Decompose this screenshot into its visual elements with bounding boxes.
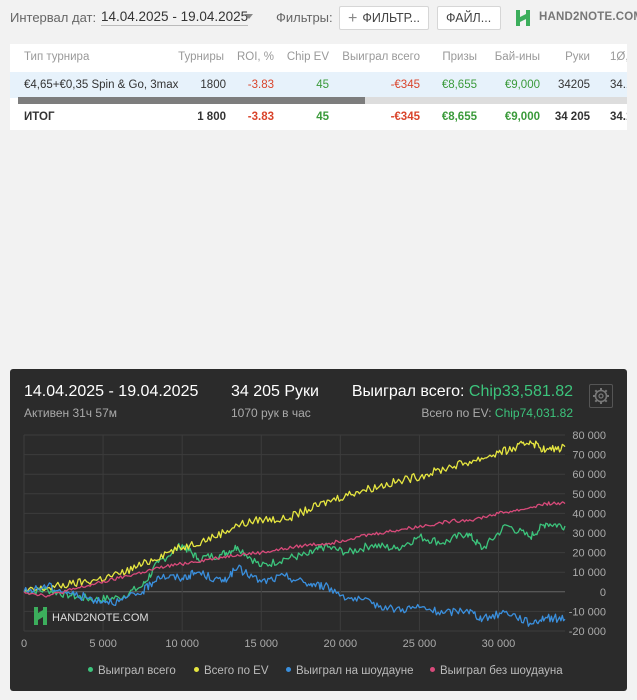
scrollbar-thumb[interactable] xyxy=(18,97,366,104)
ev-total-summary: Всего по EV: Chip74,031.82 xyxy=(421,406,573,420)
y-tick-label: 30 000 xyxy=(572,528,606,540)
hand2note-logo: HAND2NOTE.COM xyxy=(513,8,637,28)
table-cell: 1800 xyxy=(200,79,226,91)
series-line xyxy=(23,440,566,593)
file-button-label: ФАЙЛ... xyxy=(446,11,492,25)
column-header[interactable]: Бай-ины xyxy=(494,51,540,63)
y-tick-label: -20 000 xyxy=(569,626,606,638)
table-cell: €8,655 xyxy=(441,79,477,91)
total-cell: €9,000 xyxy=(504,111,540,123)
ev-total-label: Всего по EV: xyxy=(421,406,492,420)
hand2note-watermark: HAND2NOTE.COM xyxy=(34,607,149,625)
legend-dot xyxy=(88,667,93,672)
x-tick-label: 20 000 xyxy=(323,638,357,650)
column-header[interactable]: Тип турнира xyxy=(24,51,90,63)
horizontal-scrollbar[interactable] xyxy=(18,97,627,104)
y-tick-label: 0 xyxy=(600,587,606,599)
total-cell: 34 205 xyxy=(554,111,590,123)
legend-dot xyxy=(194,667,199,672)
table-header-row: Тип турнира Турниры ROI, % Chip EV Выигр… xyxy=(10,44,627,70)
column-header[interactable]: ROI, % xyxy=(236,51,274,63)
total-cell: €8,655 xyxy=(441,111,477,123)
column-header[interactable]: Призы xyxy=(442,51,477,63)
legend-label: Выиграл всего xyxy=(98,665,176,677)
total-cell: -3.83 xyxy=(247,111,274,123)
total-cell: -€345 xyxy=(390,111,420,123)
x-tick-label: 5 000 xyxy=(89,638,117,650)
table-cell: 34205 xyxy=(558,79,590,91)
y-tick-label: 10 000 xyxy=(572,567,606,579)
legend-label: Выиграл без шоудауна xyxy=(440,665,563,677)
y-tick-label: 20 000 xyxy=(572,548,606,560)
y-tick-label: 60 000 xyxy=(572,469,606,481)
x-tick-label: 25 000 xyxy=(403,638,437,650)
column-header[interactable]: Турниры xyxy=(178,51,224,63)
settings-button[interactable] xyxy=(589,384,613,408)
plus-icon: + xyxy=(348,10,358,27)
total-cell: 45 xyxy=(316,111,329,123)
won-total-summary: Выиграл всего: Chip33,581.82 xyxy=(352,383,573,401)
column-header[interactable]: Выиграл всего xyxy=(342,51,420,63)
watermark-text: HAND2NOTE.COM xyxy=(52,612,149,624)
legend-dot xyxy=(430,667,435,672)
column-header[interactable]: Chip EV xyxy=(286,51,329,63)
filter-button-label: ФИЛЬТР... xyxy=(362,11,421,25)
total-cell: 1 800 xyxy=(197,111,226,123)
gear-icon xyxy=(593,388,609,404)
series-line xyxy=(23,501,566,598)
won-total-label: Выиграл всего: xyxy=(351,383,465,400)
date-range-selector[interactable]: 14.04.2025 - 19.04.2025 xyxy=(101,9,249,26)
total-cell: 34.1 xyxy=(610,111,627,123)
logo-text: HAND2NOTE.COM xyxy=(539,11,637,23)
total-row: ИТОГ 1 800 -3.83 45 -€345 €8,655 €9,000 … xyxy=(10,104,627,130)
legend-dot xyxy=(286,667,291,672)
y-tick-label: 50 000 xyxy=(572,489,606,501)
panel-date-range: 14.04.2025 - 19.04.2025 xyxy=(24,383,199,400)
filter-button[interactable]: + ФИЛЬТР... xyxy=(339,6,429,30)
y-tick-label: 40 000 xyxy=(572,508,606,520)
y-tick-label: -10 000 xyxy=(569,606,606,618)
table-row[interactable]: €4,65+€0,35 Spin & Go, 3max 1800 -3.83 4… xyxy=(10,72,627,98)
series-line xyxy=(23,522,566,604)
table-cell: €4,65+€0,35 Spin & Go, 3max xyxy=(24,79,179,91)
hands-count: 34 205 Руки xyxy=(231,383,319,400)
legend-item[interactable]: Выиграл всего xyxy=(88,665,176,677)
legend-item[interactable]: Выиграл без шоудауна xyxy=(430,665,563,677)
column-header[interactable]: Руки xyxy=(565,51,590,63)
legend-item[interactable]: Всего по EV xyxy=(194,665,269,677)
filters-label: Фильтры: xyxy=(276,10,333,25)
graph-panel: 80 000 70 000 60 000 50 000 40 000 30 000 20 0… xyxy=(10,369,627,691)
won-total-value: Chip33,581.82 xyxy=(468,383,573,400)
legend-label: Всего по EV xyxy=(204,665,269,677)
top-toolbar: Интервал дат: 14.04.2025 - 19.04.2025 Фи… xyxy=(0,0,637,36)
profit-chart: 80 000 70 000 60 000 50 000 40 000 30 000 20 0… xyxy=(21,430,606,650)
table-cell: -3.83 xyxy=(247,79,274,91)
ev-total-value: Chip74,031.82 xyxy=(494,406,573,420)
series-line xyxy=(23,564,566,627)
tournament-table: Тип турнира Турниры ROI, % Chip EV Выигр… xyxy=(10,44,627,130)
hand2note-logo-icon xyxy=(34,607,47,625)
legend-label: Выиграл на шоудауне xyxy=(296,665,414,677)
x-tick-label: 15 000 xyxy=(244,638,278,650)
x-tick-label: 10 000 xyxy=(165,638,199,650)
legend-item[interactable]: Выиграл на шоудауне xyxy=(286,665,414,677)
table-cell: -€345 xyxy=(390,79,420,91)
y-tick-label: 70 000 xyxy=(572,450,606,462)
x-tick-label: 30 000 xyxy=(482,638,516,650)
column-header[interactable]: 1Ø, % xyxy=(610,51,627,63)
table-cell: 34.1 xyxy=(610,79,627,91)
y-tick-label: 80 000 xyxy=(572,430,606,442)
date-interval-label: Интервал дат: xyxy=(10,10,97,25)
active-time: Активен 31ч 57м xyxy=(24,406,117,420)
x-tick-label: 0 xyxy=(21,638,27,650)
table-cell: 45 xyxy=(316,79,329,91)
table-cell: €9,000 xyxy=(504,79,540,91)
total-cell: ИТОГ xyxy=(24,111,55,123)
hands-per-hour: 1070 рук в час xyxy=(231,406,311,420)
hand2note-logo-icon xyxy=(516,10,530,26)
chevron-down-icon[interactable] xyxy=(245,14,253,19)
file-button[interactable]: ФАЙЛ... xyxy=(437,6,501,30)
